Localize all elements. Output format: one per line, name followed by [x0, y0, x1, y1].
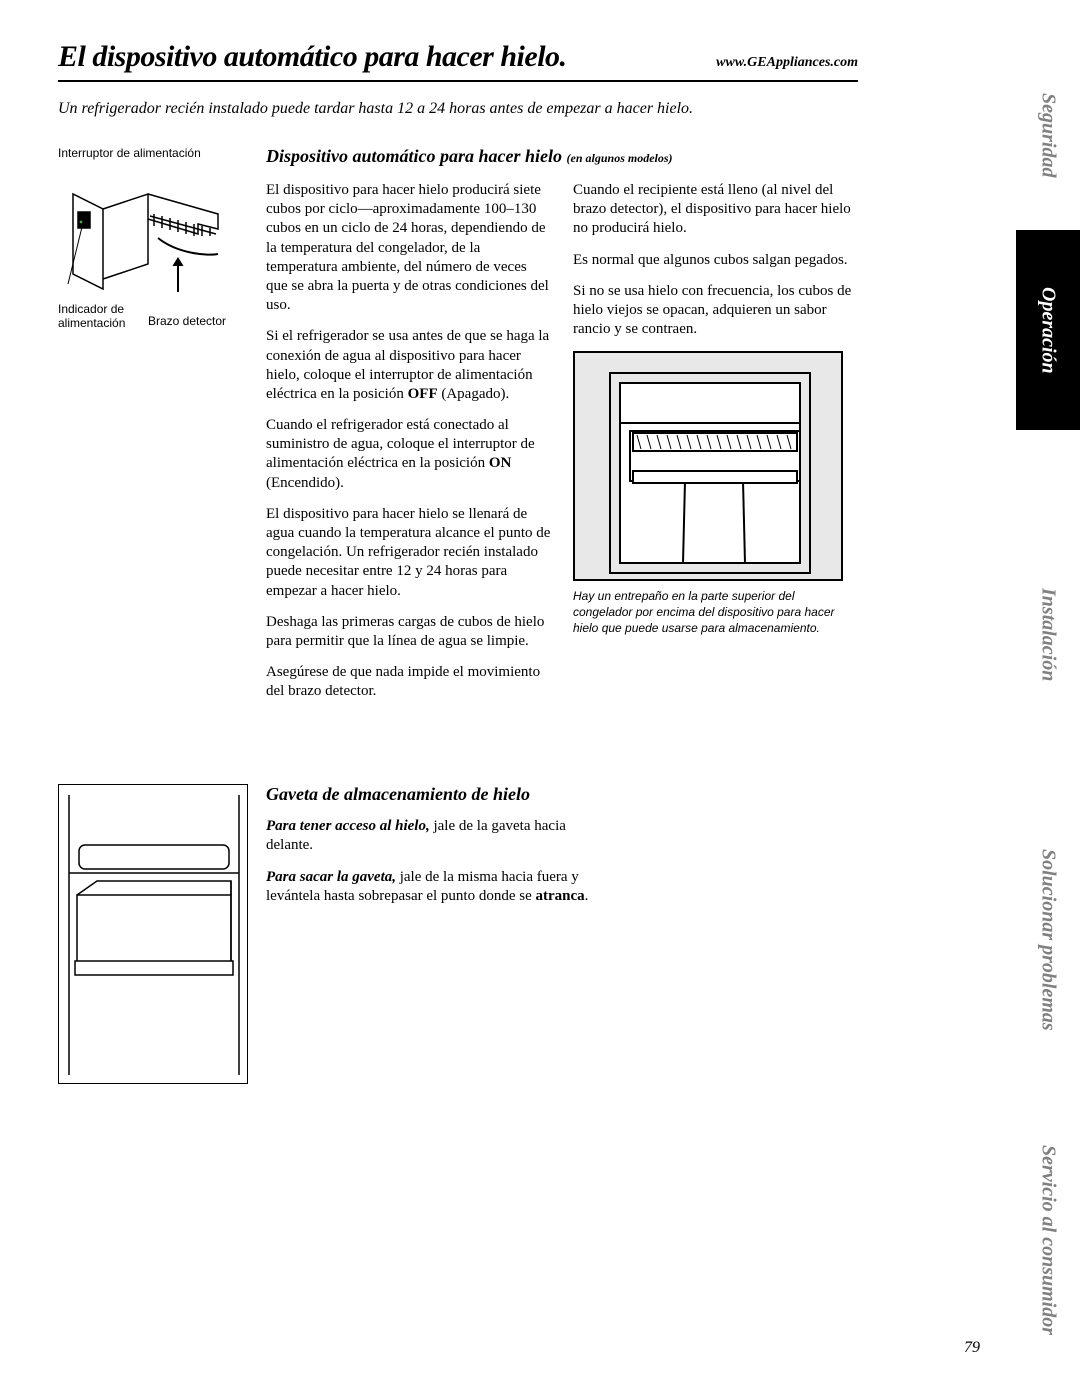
- intro-text: Un refrigerador recién instalado puede t…: [58, 100, 858, 118]
- tab-servicio[interactable]: Servicio al consumidor: [1016, 1090, 1080, 1390]
- page-title: El dispositivo automático para hacer hie…: [58, 40, 567, 74]
- label-power-indicator: Indicador de alimentación: [58, 302, 138, 331]
- tab-seguridad[interactable]: Seguridad: [1016, 40, 1080, 230]
- tab-solucionar[interactable]: Solucionar problemas: [1016, 790, 1080, 1090]
- section2-text: Gaveta de almacenamiento de hielo Para t…: [266, 784, 606, 1084]
- page-number: 79: [964, 1339, 980, 1357]
- s1-p2: Si el refrigerador se usa antes de que s…: [266, 327, 551, 404]
- label-power-switch: Interruptor de alimentación: [58, 146, 248, 160]
- s2-p1: Para tener acceso al hielo, jale de la g…: [266, 817, 606, 856]
- section1-heading: Dispositivo automático para hacer hielo …: [266, 146, 858, 167]
- s2-p2: Para sacar la gaveta, jale de la misma h…: [266, 868, 606, 907]
- header-row: El dispositivo automático para hacer hie…: [58, 40, 858, 82]
- s1-p6: Asegúrese de que nada impide el movimien…: [266, 663, 551, 701]
- label-feeler-arm: Brazo detector: [148, 314, 226, 328]
- figure-freezer-shelf: [573, 351, 843, 581]
- s1r-p2: Es normal que algunos cubos salgan pegad…: [573, 251, 858, 270]
- section-ice-drawer: Gaveta de almacenamiento de hielo Para t…: [58, 784, 858, 1084]
- section1-heading-main: Dispositivo automático para hacer hielo: [266, 146, 562, 166]
- section1-text: Dispositivo automático para hacer hielo …: [266, 146, 858, 714]
- s1r-p1: Cuando el recipiente está lleno (al nive…: [573, 181, 858, 239]
- s1-p3: Cuando el refrigerador está conectado al…: [266, 416, 551, 493]
- side-tabs: Seguridad Operación Instalación Solucion…: [1016, 0, 1080, 1397]
- s1-p1: El dispositivo para hacer hielo producir…: [266, 181, 551, 315]
- s1-p5: Deshaga las primeras cargas de cubos de …: [266, 613, 551, 651]
- figure-ice-drawer: [58, 784, 248, 1084]
- figure-icemaker: [58, 164, 228, 304]
- header-url: www.GEAppliances.com: [716, 55, 858, 71]
- section1-heading-note: (en algunos modelos): [567, 151, 673, 165]
- section2-heading: Gaveta de almacenamiento de hielo: [266, 784, 606, 805]
- s1-p4: El dispositivo para hacer hielo se llena…: [266, 505, 551, 601]
- section1-left-col: El dispositivo para hacer hielo producir…: [266, 181, 551, 714]
- figure-icemaker-column: Interruptor de alimentación: [58, 146, 248, 714]
- s1r-p3: Si no se usa hielo con frecuencia, los c…: [573, 282, 858, 340]
- section1-right-col: Cuando el recipiente está lleno (al nive…: [573, 181, 858, 714]
- tab-instalacion[interactable]: Instalación: [1016, 530, 1080, 740]
- section-icemaker: Interruptor de alimentación: [58, 146, 858, 714]
- figure-freezer-caption: Hay un entrepaño en la parte superior de…: [573, 589, 843, 636]
- tab-operacion[interactable]: Operación: [1016, 230, 1080, 430]
